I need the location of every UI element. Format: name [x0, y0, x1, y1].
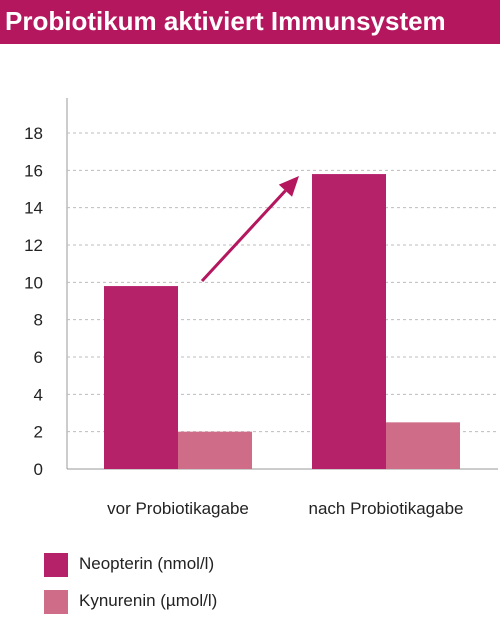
bar-neopterin-vor	[104, 286, 178, 469]
y-tick-label-6: 6	[34, 348, 43, 367]
legend-label-neopterin: Neopterin (nmol/l)	[79, 554, 215, 573]
y-tick-label-4: 4	[34, 385, 43, 404]
title-bar: Probiotikum aktiviert Immunsystem	[0, 0, 500, 44]
bar-kynurenin-vor	[178, 431, 252, 469]
bar-neopterin-nach	[312, 174, 386, 470]
y-tick-label-14: 14	[24, 199, 43, 218]
y-tick-label-18: 18	[24, 124, 43, 143]
legend-swatch-kynurenin	[44, 590, 68, 614]
y-tick-label-16: 16	[24, 161, 43, 180]
trend-arrow-shaft	[200, 189, 287, 283]
x-category-label-vor: vor Probiotikagabe	[107, 499, 249, 518]
legend-label-kynurenin: Kynurenin (µmol/l)	[79, 591, 218, 610]
legend-swatch-neopterin	[44, 553, 68, 577]
x-category-label-nach: nach Probiotikagabe	[308, 499, 463, 518]
bar-chart: 0 2 4 6 8 10 12 14 16 18 vor Probiotikagabe nach Pr…	[24, 98, 498, 518]
y-tick-label-10: 10	[24, 273, 43, 292]
y-tick-label-8: 8	[34, 311, 43, 330]
y-tick-label-12: 12	[24, 236, 43, 255]
y-tick-label-2: 2	[34, 423, 43, 442]
bar-kynurenin-nach	[386, 422, 460, 469]
y-tick-label-0: 0	[34, 460, 43, 479]
chart-title: Probiotikum aktiviert Immunsystem	[5, 6, 446, 36]
trend-arrow-head	[278, 176, 299, 197]
